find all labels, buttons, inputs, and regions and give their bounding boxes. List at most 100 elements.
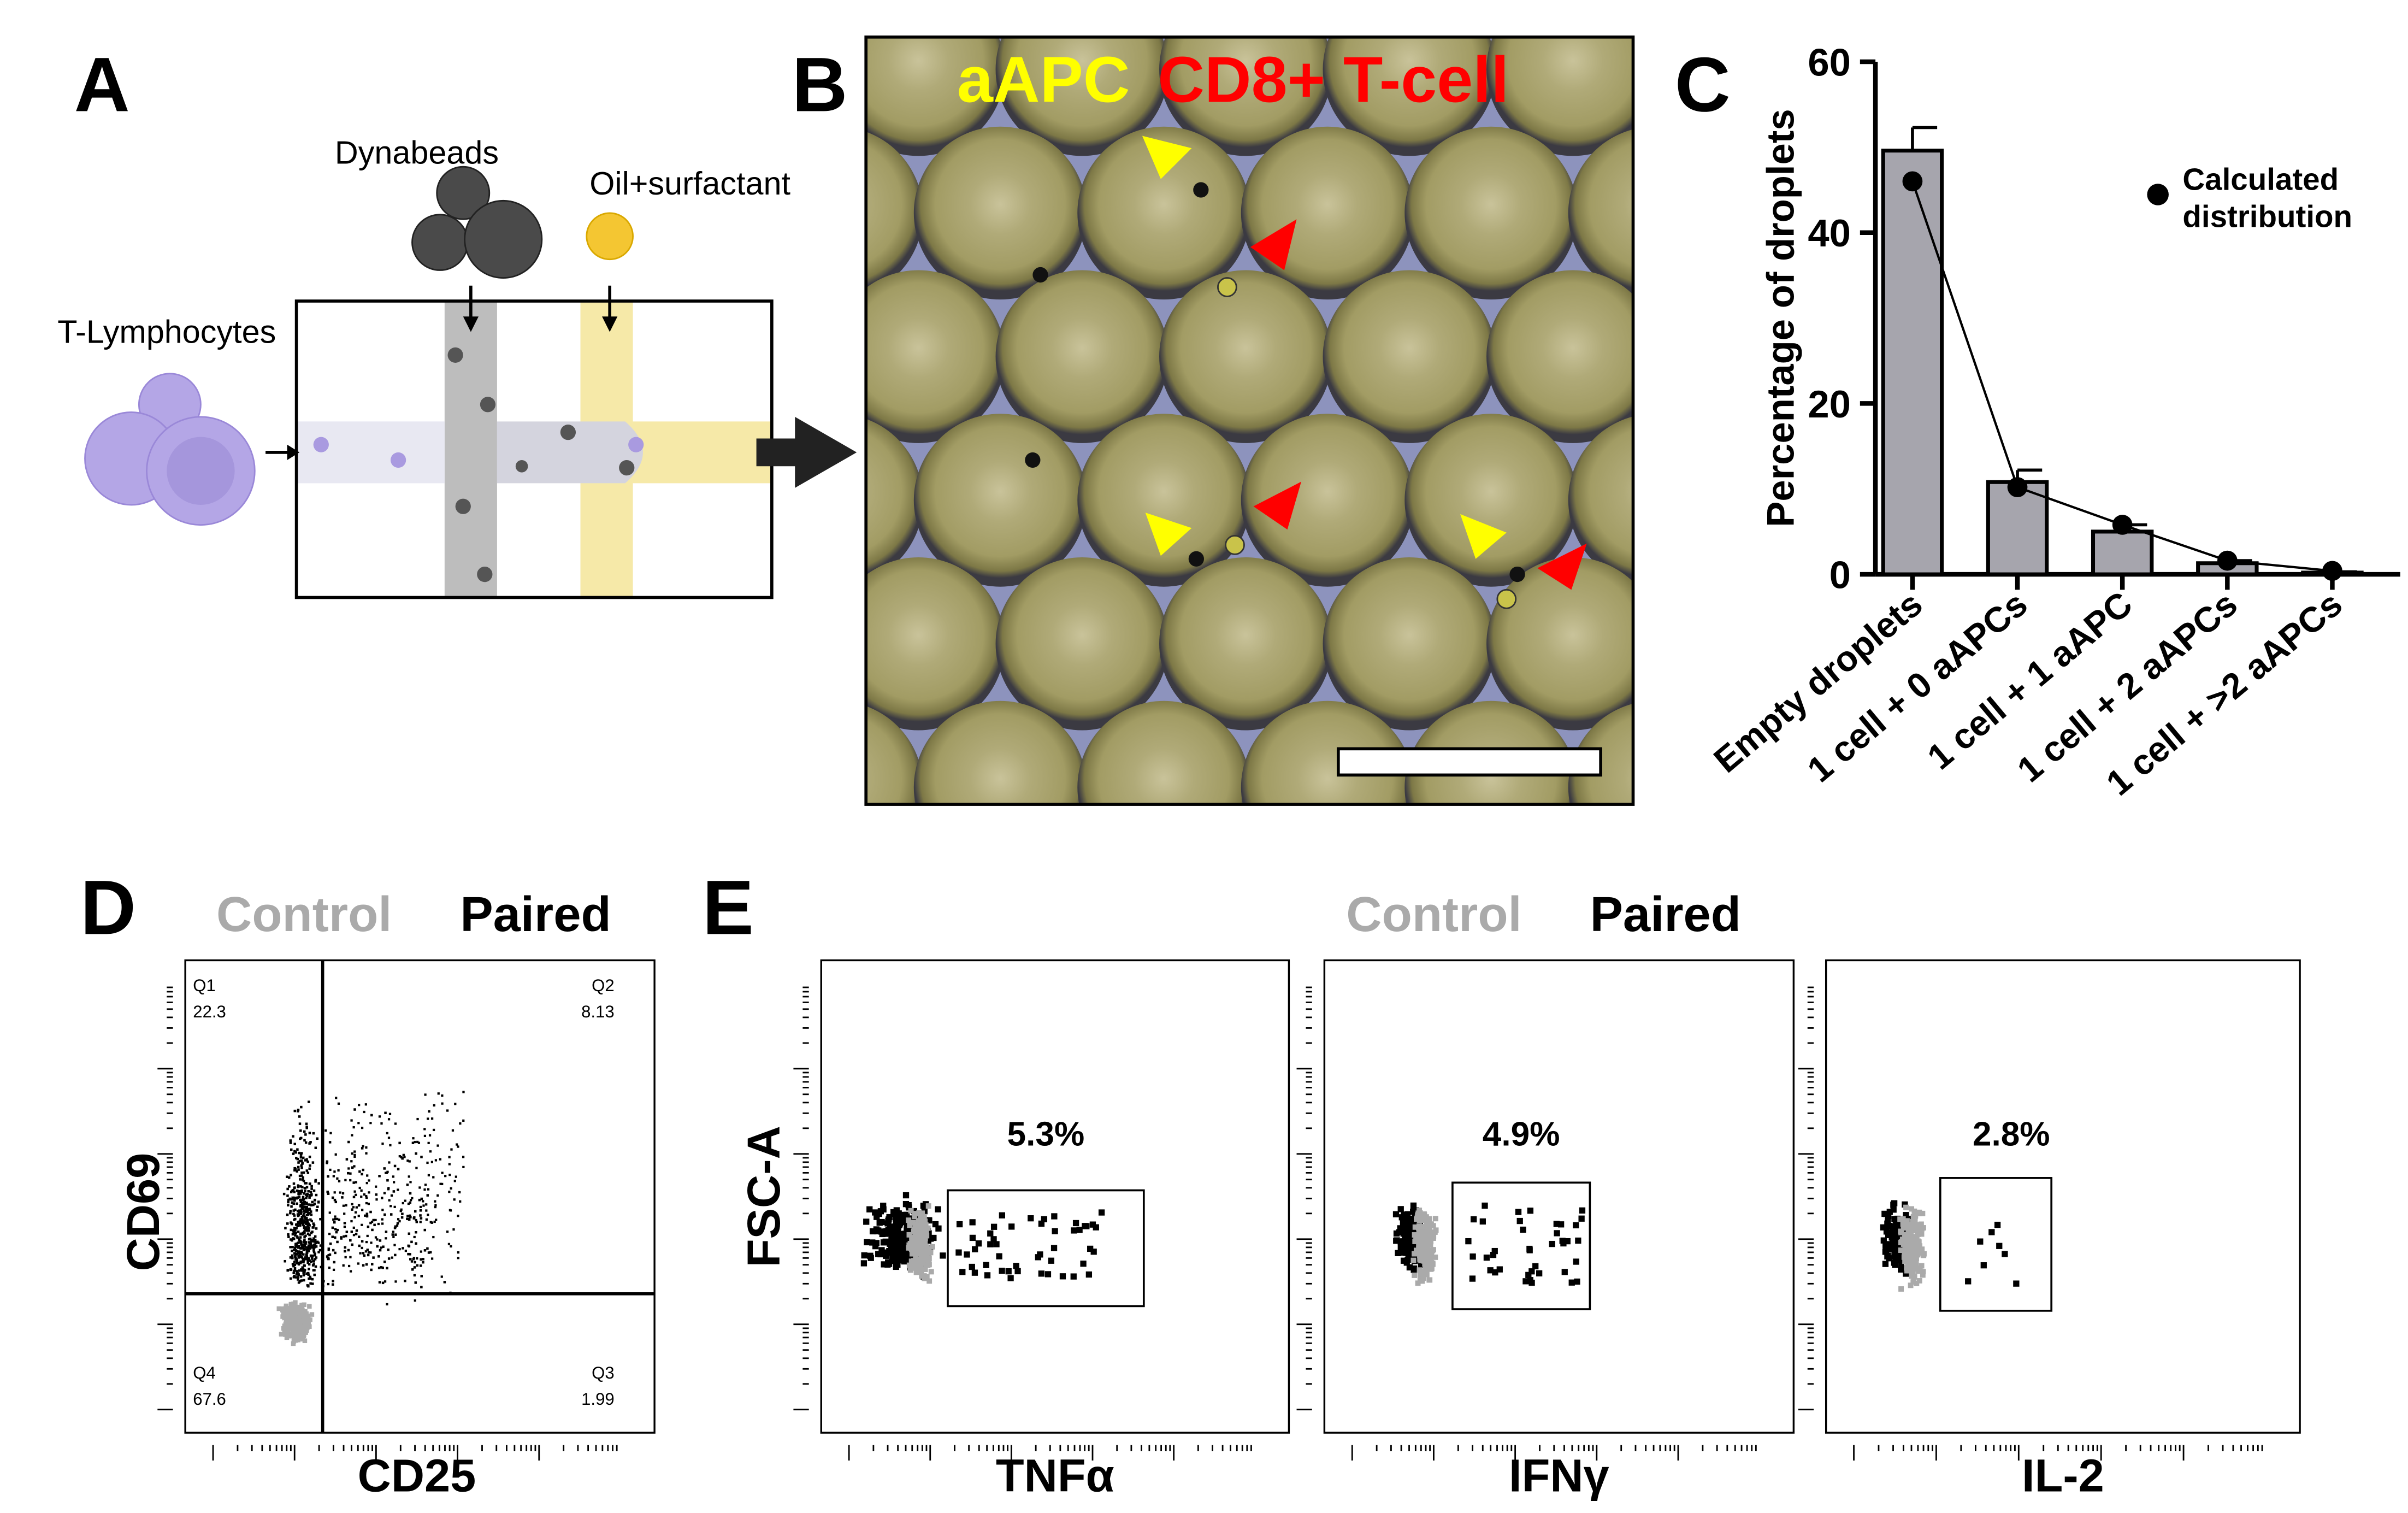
event (337, 1102, 340, 1105)
event (394, 1122, 397, 1125)
event (303, 1203, 305, 1206)
event (450, 1148, 453, 1151)
event (397, 1188, 399, 1191)
event (305, 1208, 309, 1211)
event (1414, 1214, 1420, 1220)
event (902, 1192, 910, 1199)
event (357, 1122, 360, 1125)
event (387, 1118, 391, 1121)
channel (296, 421, 445, 484)
event (387, 1248, 389, 1251)
gate (1451, 1181, 1591, 1310)
event (300, 1174, 303, 1177)
event (375, 1198, 378, 1201)
droplet (669, 270, 841, 443)
event (1910, 1279, 1916, 1285)
event (1915, 1228, 1921, 1234)
event (294, 1249, 297, 1252)
event (328, 1211, 331, 1214)
event (1904, 1268, 1910, 1274)
droplet (913, 700, 1087, 805)
legend-label: Calculated distribution (2182, 162, 2352, 234)
event (928, 1269, 934, 1275)
event (1413, 1207, 1419, 1214)
event (1902, 1258, 1908, 1264)
event (1903, 1212, 1909, 1218)
event (299, 1224, 302, 1227)
event (412, 1257, 415, 1259)
event (297, 1256, 300, 1259)
event (297, 1210, 299, 1212)
event (1568, 1279, 1575, 1286)
event (419, 1221, 422, 1223)
event (281, 1310, 286, 1316)
event (365, 1215, 369, 1218)
event (917, 1265, 923, 1271)
droplet (1896, 0, 2068, 13)
event (863, 1218, 870, 1225)
event (890, 1209, 897, 1216)
event (308, 1277, 310, 1280)
event (902, 1200, 910, 1208)
event (1903, 1245, 1909, 1250)
droplet (913, 126, 1087, 300)
event (306, 1257, 309, 1260)
droplet (1732, 414, 1904, 586)
event (298, 1246, 302, 1250)
event (334, 1215, 337, 1218)
event (404, 1250, 407, 1252)
event (282, 1323, 287, 1329)
event (418, 1186, 421, 1189)
event (984, 1272, 991, 1279)
event (1891, 1247, 1898, 1253)
event (336, 1217, 339, 1220)
event (299, 1236, 302, 1239)
event (930, 1234, 937, 1241)
event (414, 1281, 417, 1284)
line-point (2112, 515, 2133, 535)
event (923, 1252, 929, 1258)
event (1893, 1237, 1899, 1243)
event (288, 1302, 294, 1307)
event (352, 1126, 355, 1129)
plot-frame (1825, 959, 2301, 1434)
droplet (750, 0, 923, 13)
event (1432, 1254, 1438, 1260)
event (332, 1175, 335, 1178)
event (284, 1305, 288, 1311)
event (317, 1201, 320, 1204)
channel (497, 421, 643, 484)
event (309, 1218, 312, 1221)
event (1417, 1267, 1423, 1273)
event (298, 1151, 300, 1155)
event (300, 1167, 303, 1169)
event (876, 1210, 882, 1217)
event (424, 1093, 427, 1096)
event (375, 1193, 378, 1196)
event (888, 1245, 894, 1251)
quadrant-value: 1.99 (581, 1390, 615, 1409)
event (446, 1109, 449, 1112)
event (371, 1263, 374, 1265)
event (297, 1311, 302, 1316)
event (1418, 1228, 1424, 1234)
event (429, 1221, 432, 1223)
event (389, 1205, 392, 1208)
event (344, 1179, 347, 1181)
event (297, 1273, 300, 1276)
event (341, 1196, 344, 1199)
y-tick-label: 40 (1808, 211, 1851, 255)
event (1418, 1216, 1424, 1222)
event (361, 1127, 364, 1129)
event (331, 1226, 334, 1229)
plot-frame (184, 959, 656, 1434)
event (365, 1146, 368, 1149)
event (1414, 1232, 1419, 1238)
x-axis-title: TNFα (996, 1449, 1114, 1501)
event (303, 1247, 306, 1251)
event (432, 1176, 435, 1179)
event (361, 1223, 363, 1226)
event (398, 1141, 401, 1145)
event (279, 1332, 284, 1337)
event (1913, 1266, 1919, 1272)
